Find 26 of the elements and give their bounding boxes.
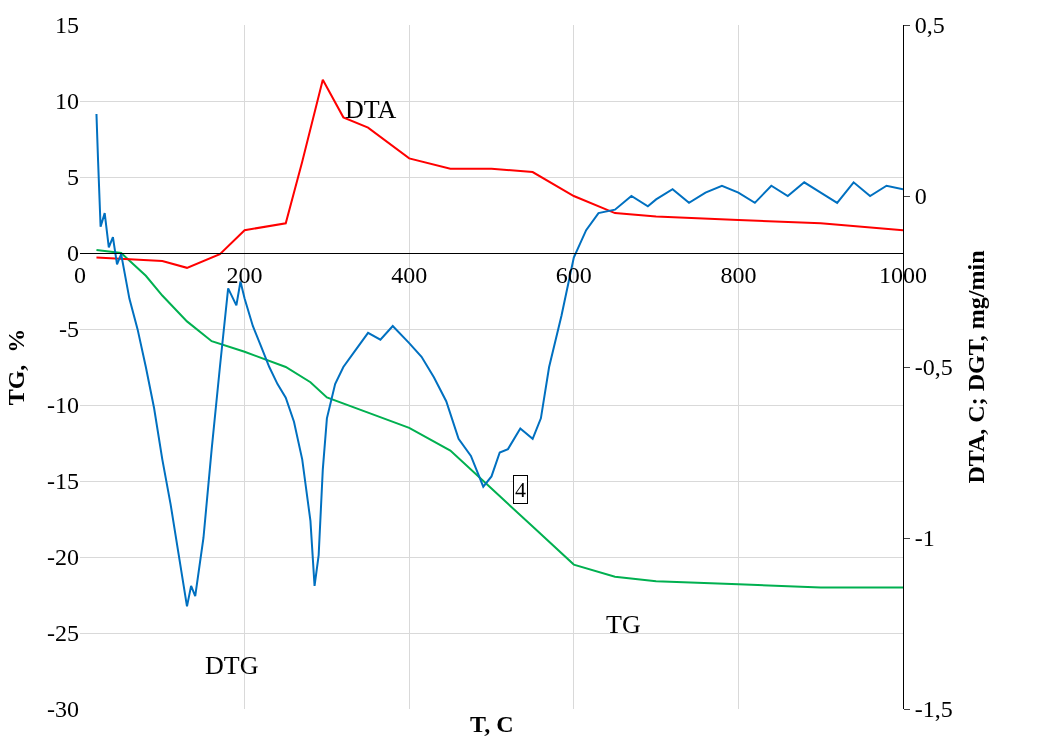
y2-tick-label: -1	[914, 525, 935, 552]
y2-tick-label: -0,5	[914, 354, 953, 381]
annotation: 4	[515, 477, 526, 502]
line-series	[95, 78, 903, 269]
y-tick-label: 15	[55, 12, 79, 39]
x-tick-label: 800	[720, 261, 757, 288]
y-tick-label: -5	[59, 316, 79, 343]
y2-tick-label: -1,5	[914, 696, 953, 723]
series-label: DTA	[345, 95, 397, 124]
y-tick-label: -25	[47, 620, 79, 647]
x-tick-label: 200	[226, 261, 263, 288]
y-tick-label: 5	[67, 164, 79, 191]
y2-axis-title: DTA, C; DGT, mg/min	[963, 250, 990, 484]
series-label: DTG	[205, 651, 259, 680]
x-tick-label: 400	[391, 261, 428, 288]
y-tick-label: 0	[67, 240, 79, 267]
y-tick-label: -10	[47, 392, 79, 419]
y-tick-label: -20	[47, 544, 79, 571]
y2-tick-label: 0,5	[914, 12, 945, 39]
y2-tick-label: 0	[914, 183, 927, 210]
series-label: TG	[606, 610, 641, 639]
y-tick-label: 10	[55, 88, 79, 115]
y-axis-title: TG, %	[3, 328, 30, 406]
y-tick-label: -30	[47, 696, 79, 723]
x-axis-title: T, C	[470, 711, 514, 737]
y-tick-label: -15	[47, 468, 79, 495]
